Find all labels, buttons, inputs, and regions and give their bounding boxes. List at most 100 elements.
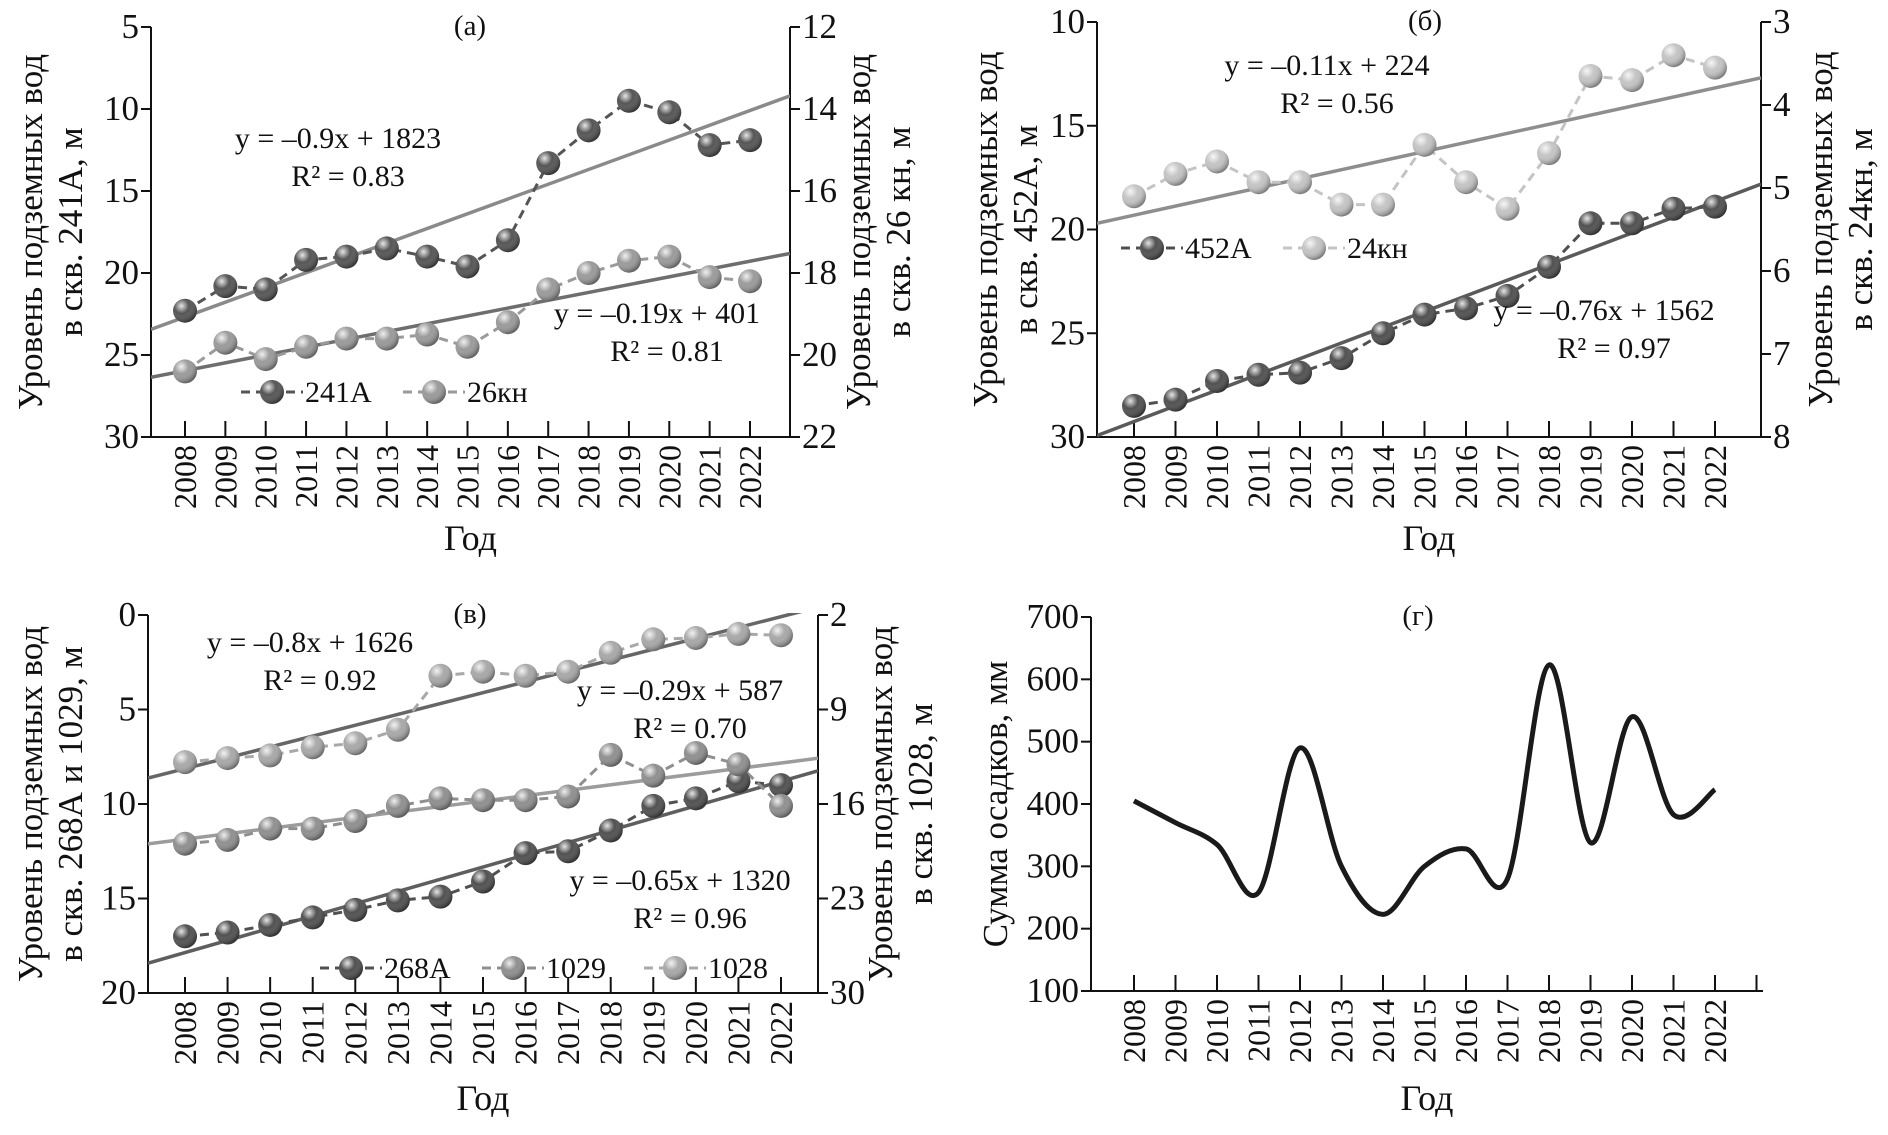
data-point-shade — [1122, 393, 1146, 418]
data-point-shade — [173, 298, 197, 323]
x-tick-label: 2011 — [288, 445, 324, 508]
x-tick-label: 2014 — [422, 1001, 458, 1065]
y-axis-label-left: Уровень подземных вод — [11, 626, 50, 982]
data-point-shade — [1163, 161, 1188, 186]
legend-marker-shade — [663, 956, 687, 980]
data-point-shade — [1205, 149, 1229, 174]
trend-equation: y = –0.11x + 224 — [1224, 49, 1429, 82]
data-point-shade — [213, 274, 238, 299]
data-point-shade — [726, 752, 751, 777]
y-tick-label-left: 400 — [1027, 784, 1080, 823]
panel-title: (а) — [454, 10, 486, 42]
trend-equation: y = –0.19x + 401 — [554, 297, 760, 330]
y-tick-label-right: 20 — [802, 335, 837, 374]
data-point-shade — [343, 731, 368, 756]
data-point-shade — [683, 740, 708, 765]
data-point-shade — [576, 261, 601, 285]
data-point-shade — [415, 244, 440, 269]
y-tick-label-left: 30 — [1050, 417, 1085, 456]
data-point-shade — [1371, 321, 1395, 346]
data-point-shade — [173, 924, 197, 949]
data-point-shade — [1371, 192, 1395, 217]
y-tick-label-right: 3 — [1773, 2, 1791, 41]
x-tick-label: 2016 — [1448, 999, 1484, 1063]
y-tick-label-left: 100 — [1027, 971, 1080, 1010]
data-point-shade — [1578, 211, 1603, 236]
x-tick-label: 2017 — [1490, 999, 1526, 1063]
trend-r2: R² = 0.97 — [1557, 332, 1670, 365]
data-point-shade — [556, 784, 581, 809]
legend-marker-shade — [339, 956, 363, 980]
x-tick-label: 2008 — [1116, 445, 1152, 509]
x-tick-label: 2008 — [1116, 999, 1152, 1063]
y-tick-label-left: 0 — [119, 595, 137, 634]
y-tick-label-left: 10 — [101, 784, 136, 823]
y-tick-label-right: 16 — [802, 171, 837, 210]
y-tick-label-right: 6 — [1773, 251, 1791, 290]
trend-r2: R² = 0.92 — [263, 664, 376, 697]
data-point-shade — [616, 248, 641, 273]
data-point-shade — [726, 769, 751, 794]
data-point-shade — [738, 269, 762, 294]
data-point-shade — [215, 920, 240, 945]
data-point-shade — [173, 831, 197, 856]
x-tick-label: 2014 — [1365, 999, 1401, 1063]
y-tick-label-left: 5 — [119, 690, 137, 729]
data-point-shade — [1246, 170, 1271, 195]
data-point-shade — [495, 228, 520, 253]
legend-label: 241А — [305, 376, 372, 409]
x-tick-label: 2009 — [1158, 445, 1194, 509]
y-axis-label-left: в скв. 452А, м — [1006, 125, 1045, 334]
x-tick-label: 2019 — [1573, 445, 1609, 509]
data-point-shade — [1163, 387, 1188, 412]
legend-label: 452А — [1185, 232, 1252, 265]
x-tick-label: 2008 — [167, 1001, 203, 1065]
trend-r2: R² = 0.70 — [633, 712, 746, 745]
x-tick-label: 2018 — [571, 445, 607, 509]
x-tick-label: 2009 — [210, 1001, 246, 1065]
trend-equation: y = –0.9x + 1823 — [235, 122, 441, 155]
data-point-shade — [598, 640, 623, 665]
y-tick-label-left: 10 — [1050, 2, 1085, 41]
trend-r2: R² = 0.96 — [633, 902, 746, 935]
data-point-shade — [428, 663, 453, 688]
y-tick-label-right: 22 — [802, 417, 837, 456]
data-point-shade — [556, 839, 581, 864]
x-tick-label: 2019 — [1573, 999, 1609, 1063]
x-tick-label: 2022 — [1697, 999, 1733, 1063]
x-tick-label: 2020 — [651, 445, 687, 509]
data-point-shade — [300, 905, 325, 930]
data-point-shade — [513, 788, 538, 813]
data-point-shade — [598, 818, 623, 843]
trend-equation: y = –0.8x + 1626 — [207, 626, 413, 659]
data-point-shade — [598, 742, 623, 767]
y-tick-label-left: 200 — [1027, 909, 1080, 948]
data-point-shade — [1495, 196, 1520, 221]
data-point-shade — [215, 827, 240, 852]
y-axis-label-left: Уровень подземных вод — [966, 51, 1005, 407]
trend-r2: R² = 0.81 — [610, 335, 723, 368]
x-tick-label: 2020 — [1614, 445, 1650, 509]
data-point-shade — [1703, 194, 1727, 219]
data-point-shade — [1578, 63, 1603, 88]
data-point-shade — [415, 322, 440, 347]
legend-label: 268А — [384, 952, 451, 985]
data-point-shade — [215, 746, 240, 771]
x-tick-label: 2018 — [1531, 999, 1567, 1063]
x-tick-label: 2021 — [720, 1001, 756, 1065]
data-point-shade — [1246, 362, 1271, 387]
x-tick-label: 2014 — [1365, 445, 1401, 509]
data-point-shade — [258, 912, 283, 937]
legend-marker-shade — [1140, 236, 1164, 260]
panel-title: (г) — [1402, 600, 1433, 632]
data-point-shade — [1329, 192, 1354, 217]
trend-r2: R² = 0.83 — [291, 160, 404, 193]
data-point-shade — [738, 128, 762, 153]
y-axis-label-right: в скв. 26 кн, м — [879, 127, 918, 338]
data-point-shade — [1454, 170, 1478, 195]
x-tick-label: 2016 — [508, 1001, 544, 1065]
trend-equation: y = –0.65x + 1320 — [569, 864, 790, 897]
data-point-shade — [513, 841, 538, 866]
